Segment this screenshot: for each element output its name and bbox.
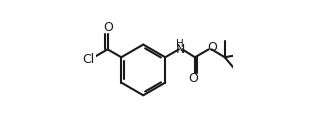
Text: Cl: Cl (83, 53, 95, 66)
Text: O: O (208, 41, 217, 54)
Text: O: O (189, 72, 199, 85)
Text: H: H (176, 39, 184, 49)
Text: N: N (176, 43, 185, 56)
Text: O: O (104, 21, 114, 34)
